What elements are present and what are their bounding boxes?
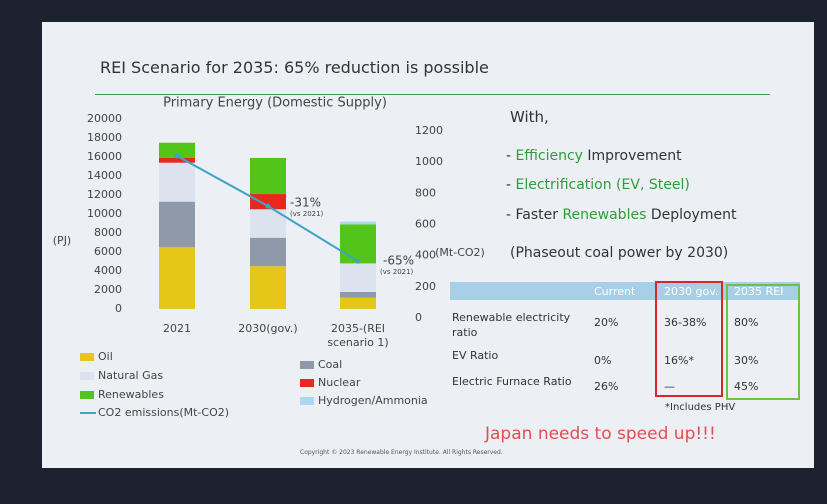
y-tick-label: 6000 [94,245,122,258]
x-tick-label-box: 2030(gov.) [228,322,308,356]
annotation: (vs 2021) [290,210,324,218]
y-tick-label: 14000 [87,169,122,182]
chart-title: Primary Energy (Domestic Supply) [163,96,387,111]
bullet-text: Efficiency [516,148,583,164]
phaseout: (Phaseout coal power by 2030) [510,245,728,261]
bullet-text: - Faster [506,207,562,223]
table-cell: 20% [594,316,618,329]
x-tick-label: 2030(gov.) [228,322,308,336]
callout: Japan needs to speed up!!! [485,424,716,444]
legend-swatch [300,379,314,387]
bar-segment [159,247,195,309]
y2-tick-label: 200 [415,280,436,293]
bar-segment [340,222,376,225]
y-tick-label: 2000 [94,283,122,296]
legend-label: Natural Gas [98,369,163,382]
legend-label: Renewables [98,388,164,401]
line-point [175,153,180,158]
intro: With, [510,108,549,126]
bar-segment [340,263,376,292]
bullet-text: Deployment [646,207,736,223]
y-tick-label: 12000 [87,188,122,201]
table-cell: 26% [594,380,618,393]
legend-swatch [80,391,94,399]
copyright: Copyright © 2023 Renewable Energy Instit… [300,449,503,456]
y2-tick-label: 1200 [415,124,443,137]
y2-axis-label: (Mt-CO2) [435,246,485,259]
annotation: -31% [290,196,321,210]
highlight-box [655,281,723,397]
bullet: - Efficiency Improvement [506,148,682,164]
y-axis-label: (PJ) [53,234,71,247]
y-tick-label: 0 [115,302,122,315]
bar-segment [159,202,195,248]
legend-swatch [80,353,94,361]
bullet-text: Electrification (EV, Steel) [516,177,690,193]
legend-label: Hydrogen/Ammonia [318,394,428,407]
bullet-text: Renewables [562,207,646,223]
bullet-text: Improvement [583,148,682,164]
legend-label: Nuclear [318,376,361,389]
bullet: - Electrification (EV, Steel) [506,177,690,193]
table-cell: Electric Furnace Ratio [452,374,577,389]
line-point [266,204,271,209]
bar-segment [340,298,376,309]
x-tick-label-box: 2035-(REI scenario 1) [318,322,398,356]
page: REI Scenario for 2035: 65% reduction is … [0,0,827,504]
y-tick-label: 4000 [94,264,122,277]
annotation: (vs 2021) [380,268,414,276]
bullet-text: - [506,148,516,164]
x-tick-label: 2021 [137,322,217,336]
y-tick-label: 20000 [87,112,122,125]
table-cell: 0% [594,354,611,367]
annotation: -65% [383,254,414,268]
y-tick-label: 10000 [87,207,122,220]
legend-swatch [300,397,314,405]
legend-swatch [80,372,94,380]
legend-label: Coal [318,358,342,371]
legend-label: CO2 emissions(Mt-CO2) [98,406,229,419]
x-tick-label: 2035-(REI scenario 1) [318,322,398,350]
table-cell: EV Ratio [452,348,577,363]
x-tick-label-box: 2021 [137,322,217,356]
table-note: *Includes PHV [665,402,735,413]
bullet: - Faster Renewables Deployment [506,207,736,223]
bar-segment [340,292,376,298]
bar-segment [250,238,286,267]
y-tick-label: 8000 [94,226,122,239]
y2-tick-label: 1000 [415,155,443,168]
highlight-box [726,284,800,400]
bar-segment [250,158,286,194]
bar-segment [340,224,376,263]
legend-swatch [300,361,314,369]
legend-label: Oil [98,350,113,363]
y2-tick-label: 400 [415,249,436,262]
y2-tick-label: 600 [415,218,436,231]
table-cell: Renewable electricity ratio [452,310,577,340]
bar-segment [159,163,195,202]
y-tick-label: 16000 [87,150,122,163]
table-header: Current [594,285,635,298]
line-point [356,259,361,264]
y2-tick-label: 0 [415,311,422,324]
y2-tick-label: 800 [415,186,436,199]
bullet-text: - [506,177,516,193]
y-tick-label: 18000 [87,131,122,144]
bar-segment [250,266,286,309]
